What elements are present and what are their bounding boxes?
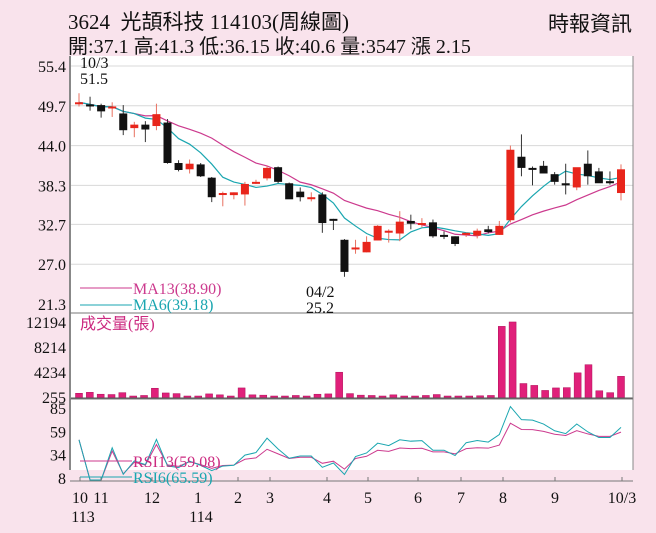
volume-title: 成交量(張) bbox=[80, 315, 155, 333]
stock-code: 3624 bbox=[68, 10, 110, 34]
svg-text:8: 8 bbox=[499, 490, 507, 507]
svg-text:27.0: 27.0 bbox=[38, 257, 66, 274]
open-value: 37.1 bbox=[93, 36, 129, 58]
svg-text:55.4: 55.4 bbox=[38, 59, 66, 76]
volume-value: 3547 bbox=[365, 36, 406, 58]
svg-text:12194: 12194 bbox=[26, 315, 66, 332]
candlesticks bbox=[75, 93, 625, 277]
volume-label: 量 bbox=[340, 36, 361, 58]
quote-summary: 開:37.1 高:41.3 低:36.15 收:40.6 量:3547 漲 2.… bbox=[68, 36, 471, 58]
svg-text:49.7: 49.7 bbox=[38, 99, 66, 116]
high-value-label: 51.5 bbox=[80, 71, 108, 88]
change-label: 漲 bbox=[410, 36, 431, 58]
source-brand: 時報資訊 bbox=[548, 12, 632, 36]
svg-text:2: 2 bbox=[234, 490, 242, 507]
close-value: 40.6 bbox=[300, 36, 336, 58]
chart-title: 3624 光頡科技 114103(周線圖) bbox=[68, 6, 349, 36]
stock-name: 光頡科技 bbox=[120, 10, 205, 34]
low-value: 36.15 bbox=[224, 36, 270, 58]
svg-text:21.3: 21.3 bbox=[38, 297, 66, 314]
close-label: 收 bbox=[274, 36, 295, 58]
ma13-legend: MA13(38.90) bbox=[133, 281, 221, 298]
svg-text:113: 113 bbox=[71, 509, 94, 526]
rsi13-legend: RSI13(59.08) bbox=[133, 454, 221, 471]
svg-text:8: 8 bbox=[58, 471, 66, 488]
change-value: 2.15 bbox=[435, 36, 471, 58]
svg-text:59: 59 bbox=[50, 425, 66, 442]
open-label: 開 bbox=[68, 36, 88, 58]
svg-text:1: 1 bbox=[194, 490, 202, 507]
low-value-label: 25.2 bbox=[306, 300, 334, 317]
x-axis-labels: 10 113 11 12 1 114 2 3 4 5 6 7 8 9 10/3 bbox=[71, 477, 636, 526]
svg-text:10/3: 10/3 bbox=[608, 490, 636, 507]
svg-text:10: 10 bbox=[72, 490, 88, 507]
svg-text:5: 5 bbox=[364, 490, 372, 507]
svg-text:255: 255 bbox=[42, 390, 66, 407]
chart-period: 114103(周線圖) bbox=[209, 10, 349, 34]
high-value: 41.3 bbox=[159, 36, 195, 58]
svg-text:8214: 8214 bbox=[34, 340, 66, 357]
low-label: 低 bbox=[199, 36, 220, 58]
svg-text:6: 6 bbox=[414, 490, 422, 507]
svg-text:4: 4 bbox=[323, 490, 331, 507]
svg-text:4234: 4234 bbox=[34, 365, 66, 382]
svg-text:11: 11 bbox=[93, 490, 108, 507]
high-label: 高 bbox=[133, 36, 154, 58]
svg-text:12: 12 bbox=[144, 490, 160, 507]
svg-text:38.3: 38.3 bbox=[38, 178, 66, 195]
svg-text:3: 3 bbox=[266, 490, 274, 507]
rsi6-legend: RSI6(65.59) bbox=[133, 470, 213, 487]
low-date-label: 04/2 bbox=[306, 284, 334, 301]
ma6-legend: MA6(39.18) bbox=[133, 297, 213, 314]
svg-text:32.7: 32.7 bbox=[38, 217, 66, 234]
svg-text:85: 85 bbox=[50, 401, 66, 418]
rsi-lines bbox=[78, 405, 622, 481]
volume-bars bbox=[70, 321, 633, 399]
svg-text:9: 9 bbox=[551, 490, 559, 507]
svg-text:7: 7 bbox=[457, 490, 465, 507]
svg-text:44.0: 44.0 bbox=[38, 139, 66, 156]
svg-text:34: 34 bbox=[50, 447, 66, 464]
high-date-label: 10/3 bbox=[80, 55, 108, 72]
svg-text:114: 114 bbox=[189, 509, 212, 526]
